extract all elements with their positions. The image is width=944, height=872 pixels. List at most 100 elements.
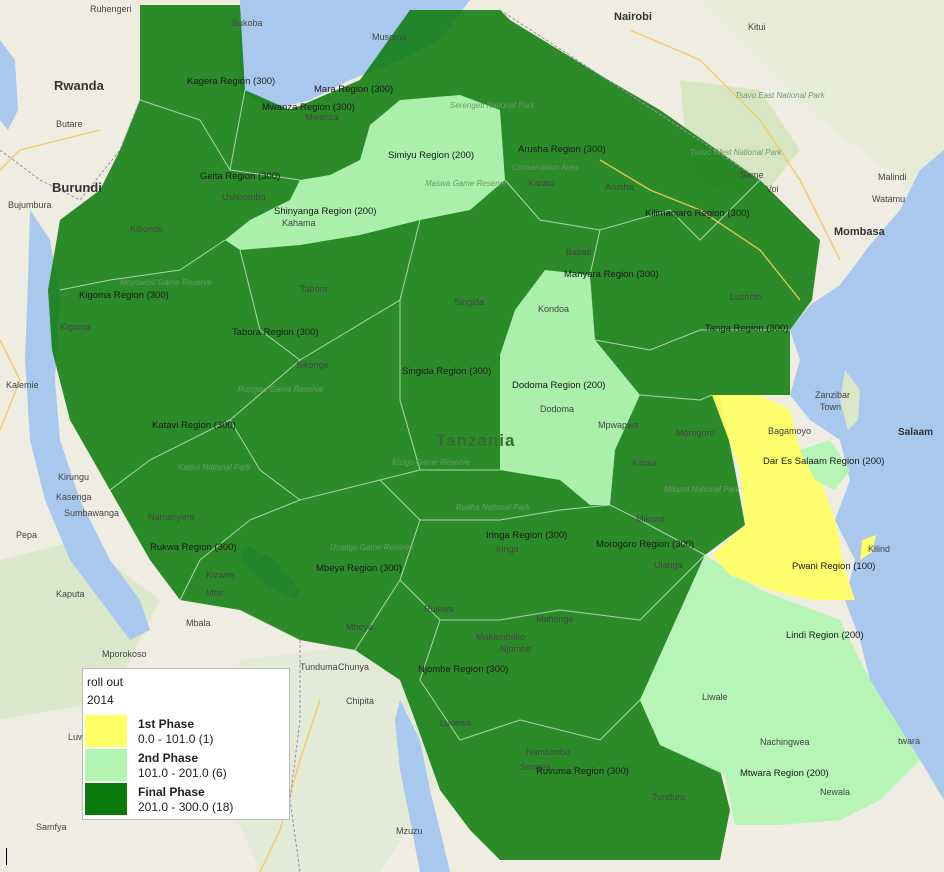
park-maswa: Maswa Game Reserve <box>425 179 507 188</box>
place-mbala: Mbala <box>186 618 211 628</box>
place-rwanda: Rwanda <box>54 78 105 93</box>
region-final-phase[interactable] <box>48 5 820 860</box>
svg-text:Mahenge: Mahenge <box>536 614 574 624</box>
svg-text:Mara Region (300): Mara Region (300) <box>314 84 393 95</box>
svg-text:Njombe Region (300): Njombe Region (300) <box>418 664 508 675</box>
place-voi: Voi <box>766 184 779 194</box>
place-luw: Luw <box>68 732 85 742</box>
svg-text:Namtumbo: Namtumbo <box>526 747 570 757</box>
svg-text:Mtai: Mtai <box>206 588 223 598</box>
svg-text:Babati: Babati <box>566 247 592 257</box>
place-mzuzu: Mzuzu <box>396 826 423 836</box>
legend-item-name: 2nd Phase <box>138 751 199 765</box>
lake-kivu <box>0 40 18 130</box>
svg-text:Mikumi: Mikumi <box>636 514 665 524</box>
svg-text:Kahama: Kahama <box>282 218 316 228</box>
svg-text:Rujewa: Rujewa <box>424 604 454 614</box>
place-kaputa: Kaputa <box>56 589 85 599</box>
park-ngorongoro: Conservation Area <box>512 163 579 172</box>
legend-item-name: 1st Phase <box>138 717 195 731</box>
svg-text:Rukwa Region (300): Rukwa Region (300) <box>150 542 237 553</box>
svg-text:Mwanza Region (300): Mwanza Region (300) <box>262 102 355 113</box>
svg-text:Mbeya: Mbeya <box>346 622 373 632</box>
svg-text:Dodoma Region (200): Dodoma Region (200) <box>512 380 605 391</box>
svg-text:Kagera Region (300): Kagera Region (300) <box>187 76 275 87</box>
legend-item-range: 0.0 - 101.0 (1) <box>138 732 214 746</box>
svg-text:Dodoma: Dodoma <box>540 404 574 414</box>
place-mporokoso: Mporokoso <box>102 649 147 659</box>
place-kirungu: Kirungu <box>58 472 89 482</box>
svg-text:Ruvuma Region (300): Ruvuma Region (300) <box>536 766 629 777</box>
park-usangu: Usangu Game Reserve <box>330 543 414 552</box>
legend-subtitle: 2014 <box>87 693 114 707</box>
place-twara: twara <box>898 736 920 746</box>
svg-text:Kizwite: Kizwite <box>206 570 235 580</box>
svg-text:Kibondo: Kibondo <box>130 224 163 234</box>
svg-text:Mwanza: Mwanza <box>305 112 339 122</box>
svg-text:Iringa Region (300): Iringa Region (300) <box>486 530 567 541</box>
svg-text:Kilosa: Kilosa <box>632 458 657 468</box>
place-malindi: Malindi <box>878 172 907 182</box>
svg-text:Ushirombo: Ushirombo <box>222 192 266 202</box>
borders <box>0 9 761 872</box>
park-tsavo-west: Tsavo West National Park <box>690 148 783 157</box>
svg-text:Sumbawanga: Sumbawanga <box>64 508 119 518</box>
svg-text:Mpwapwa: Mpwapwa <box>598 420 639 430</box>
svg-text:Njombe: Njombe <box>500 644 531 654</box>
svg-text:Arusha Region (300): Arusha Region (300) <box>518 144 606 155</box>
park-kizigo: Kizigo Game Reserve <box>392 458 470 467</box>
svg-text:Liwale: Liwale <box>702 692 728 702</box>
region-lindi-mtwara[interactable] <box>640 555 920 825</box>
place-ruhengeri: Ruhengeri <box>90 4 132 14</box>
place-pepa: Pepa <box>16 530 37 540</box>
legend-title: roll out <box>87 675 124 689</box>
legend-item-1st-phase: 1st Phase 0.0 - 101.0 (1) <box>83 715 289 747</box>
park-serengeti: Serengeti National Park <box>450 101 535 110</box>
svg-text:Singida Region (300): Singida Region (300) <box>402 366 491 377</box>
lake-malawi <box>395 700 450 872</box>
svg-text:Kilimanjaro Region (300): Kilimanjaro Region (300) <box>645 208 750 219</box>
country-label: Tanzania <box>436 431 515 450</box>
svg-text:Mbeya Region (300): Mbeya Region (300) <box>316 563 402 574</box>
place-nairobi: Nairobi <box>614 11 652 23</box>
legend-swatch-dark-green <box>85 783 127 815</box>
region-dar-es-salaam[interactable] <box>800 440 850 490</box>
legend-swatch-light-green <box>85 749 127 781</box>
zanzibar-island <box>840 370 860 430</box>
svg-text:Morogoro: Morogoro <box>676 428 715 438</box>
svg-text:Manyara Region (300): Manyara Region (300) <box>564 269 659 280</box>
map-legend: roll out 2014 1st Phase 0.0 - 101.0 (1) … <box>82 668 290 820</box>
park-rungwa: Rungwa Game Reserve <box>238 385 324 394</box>
svg-text:Lindi Region (200): Lindi Region (200) <box>786 630 864 641</box>
svg-text:Tanga Region (300): Tanga Region (300) <box>705 323 788 334</box>
legend-item-final-phase: Final Phase 201.0 - 300.0 (18) <box>83 783 289 815</box>
region-pwani[interactable] <box>712 395 855 600</box>
roads <box>0 29 841 872</box>
svg-text:Pwani Region (100): Pwani Region (100) <box>792 561 875 572</box>
svg-text:Bagamoyo: Bagamoyo <box>768 426 811 436</box>
park-moyowosi: Moyowosi Game Reserve <box>120 278 212 287</box>
legend-item-range: 201.0 - 300.0 (18) <box>138 800 234 814</box>
svg-text:Ulanga: Ulanga <box>654 560 683 570</box>
svg-text:Iringa: Iringa <box>496 544 519 554</box>
place-kitui: Kitui <box>748 22 766 32</box>
svg-text:Arusha: Arusha <box>605 182 634 192</box>
svg-text:Sikonge: Sikonge <box>296 360 329 370</box>
region-dodoma[interactable] <box>500 270 640 505</box>
place-samfya: Samfya <box>36 822 67 832</box>
place-salaam: Salaam <box>898 427 933 438</box>
svg-text:Namanyere: Namanyere <box>148 512 195 522</box>
legend-item-name: Final Phase <box>138 785 205 799</box>
svg-text:Kondoa: Kondoa <box>538 304 569 314</box>
svg-text:Makambako: Makambako <box>476 632 525 642</box>
region-labels: Kagera Region (300) Mara Region (300) Mw… <box>79 76 884 779</box>
svg-text:Lushoto: Lushoto <box>730 292 762 302</box>
svg-text:Geita Region (300): Geita Region (300) <box>200 171 280 182</box>
place-bujumbura: Bujumbura <box>8 200 52 210</box>
legend-item-range: 101.0 - 201.0 (6) <box>138 766 227 780</box>
svg-text:Simiyu Region (200): Simiyu Region (200) <box>388 150 474 161</box>
place-town: Town <box>820 402 841 412</box>
region-simiyu-shinyanga[interactable] <box>225 95 505 250</box>
svg-text:Tabora Region (300): Tabora Region (300) <box>232 327 319 338</box>
